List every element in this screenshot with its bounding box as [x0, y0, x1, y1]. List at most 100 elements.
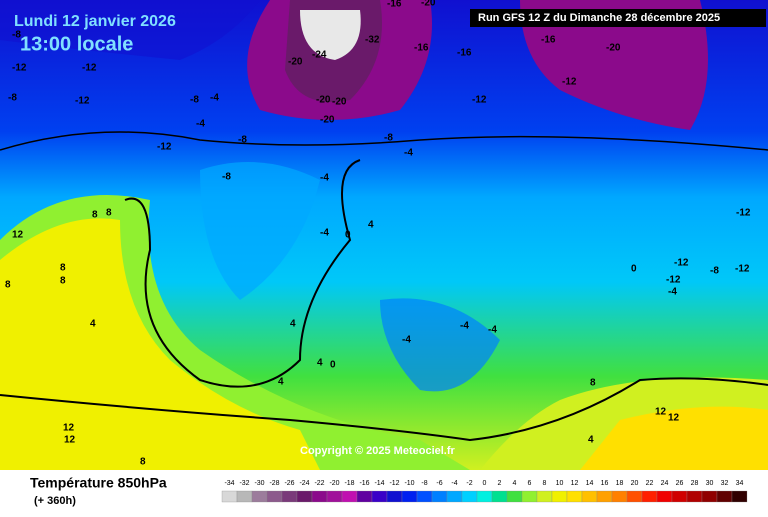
- scale-label: 16: [601, 480, 609, 487]
- isotherm-label: -16: [457, 48, 472, 59]
- isotherm-label: -8: [8, 93, 17, 104]
- isotherm-label: -16: [414, 43, 429, 54]
- isotherm-label: -20: [288, 57, 303, 68]
- scale-label: 22: [646, 480, 654, 487]
- scale-swatch: [716, 490, 733, 503]
- scale-swatch: [641, 490, 658, 503]
- isotherm-label: -4: [320, 173, 329, 184]
- run-box: [470, 9, 766, 27]
- scale-swatch: [521, 490, 538, 503]
- scale-swatch: [401, 490, 418, 503]
- scale-label: 6: [528, 480, 532, 487]
- scale-swatch: [221, 490, 238, 503]
- scale-swatch: [506, 490, 523, 503]
- isotherm-label: 8: [106, 208, 112, 219]
- scale-swatch: [386, 490, 403, 503]
- scale-swatch: [701, 490, 718, 503]
- isotherm-label: -12: [562, 77, 577, 88]
- scale-swatch: [476, 490, 493, 503]
- isotherm-label: -24: [312, 50, 327, 61]
- isotherm-label: 0: [345, 230, 351, 241]
- scale-label: -4: [451, 480, 457, 487]
- scale-swatch: [551, 490, 568, 503]
- date: Lundi 12 janvier 2026: [14, 13, 176, 30]
- scale-swatch: [281, 490, 298, 503]
- scale-swatch: [536, 490, 553, 503]
- isotherm-label: 8: [92, 210, 98, 221]
- scale-label: -20: [329, 480, 339, 487]
- isotherm-label: -12: [12, 63, 27, 74]
- isotherm-label: -32: [365, 35, 380, 46]
- isotherm-label: 8: [140, 457, 146, 468]
- scale-swatch: [611, 490, 628, 503]
- isotherm-label: -20: [320, 115, 335, 126]
- isotherm-label: -12: [736, 208, 751, 219]
- scale-label: 20: [631, 480, 639, 487]
- scale-label: -18: [344, 480, 354, 487]
- isotherm-label: -12: [157, 142, 172, 153]
- scale-label: 26: [676, 480, 684, 487]
- isotherm-label: -12: [472, 95, 487, 106]
- isotherm-label: 8: [60, 263, 66, 274]
- isotherm-label: -12: [75, 96, 90, 107]
- scale-swatch: [326, 490, 343, 503]
- isotherm-label: 4: [588, 435, 594, 446]
- scale-swatch: [236, 490, 253, 503]
- isotherm-label: -8: [384, 133, 393, 144]
- isotherm-label: -12: [674, 258, 689, 269]
- isotherm-label: -8: [238, 135, 247, 146]
- isotherm-label: 12: [668, 413, 680, 424]
- scale-swatch: [461, 490, 478, 503]
- scale-swatch: [371, 490, 388, 503]
- scale-label: -22: [314, 480, 324, 487]
- isotherm-label: 12: [655, 407, 667, 418]
- scale-swatch: [266, 490, 283, 503]
- copyright: Copyright © 2025 Meteociel.fr: [300, 445, 456, 457]
- scale-label: 32: [721, 480, 729, 487]
- scale-label: -2: [466, 480, 472, 487]
- scale-swatch: [656, 490, 673, 503]
- scale-swatch: [446, 490, 463, 503]
- scale-label: -28: [269, 480, 279, 487]
- isotherm-label: 4: [317, 358, 323, 369]
- scale-label: -6: [436, 480, 442, 487]
- isotherm-label: 8: [590, 378, 596, 389]
- scale-label: 8: [543, 480, 547, 487]
- scale-label: 2: [498, 480, 502, 487]
- scale-swatch: [431, 490, 448, 503]
- scale-label: 4: [513, 480, 517, 487]
- isotherm-label: -4: [460, 321, 469, 332]
- isotherm-label: -16: [387, 0, 402, 10]
- scale-swatch: [356, 490, 373, 503]
- isotherm-label: -12: [666, 275, 681, 286]
- isotherm-label: -20: [316, 95, 331, 106]
- isotherm-label: 12: [63, 423, 75, 434]
- footer-title: Température 850hPa: [30, 475, 167, 491]
- isotherm-label: -8: [190, 95, 199, 106]
- isotherm-label: -20: [606, 43, 621, 54]
- scale-swatch: [296, 490, 313, 503]
- isotherm-label: 4: [90, 319, 96, 330]
- isotherm-label: -4: [210, 93, 219, 104]
- isotherm-label: -4: [404, 148, 413, 159]
- scale-swatch: [581, 490, 598, 503]
- isotherm-label: 8: [60, 276, 66, 287]
- scale-swatch: [626, 490, 643, 503]
- scale-swatch: [566, 490, 583, 503]
- scale-swatch: [416, 490, 433, 503]
- scale-swatch: [251, 490, 268, 503]
- isotherm-label: -4: [320, 228, 329, 239]
- isotherm-label: -4: [668, 287, 677, 298]
- isotherm-label: -20: [332, 97, 347, 108]
- isotherm-label: 4: [290, 319, 296, 330]
- isotherm-label: 4: [278, 377, 284, 388]
- scale-label: -8: [421, 480, 427, 487]
- scale-label: -10: [404, 480, 414, 487]
- isotherm-label: -4: [488, 325, 497, 336]
- run-text: Run GFS 12 Z du Dimanche 28 décembre 202…: [478, 12, 720, 24]
- scale-label: 10: [556, 480, 564, 487]
- isotherm-label: 12: [12, 230, 24, 241]
- scale-label: 18: [616, 480, 624, 487]
- scale-label: -26: [284, 480, 294, 487]
- scale-swatch: [731, 490, 748, 503]
